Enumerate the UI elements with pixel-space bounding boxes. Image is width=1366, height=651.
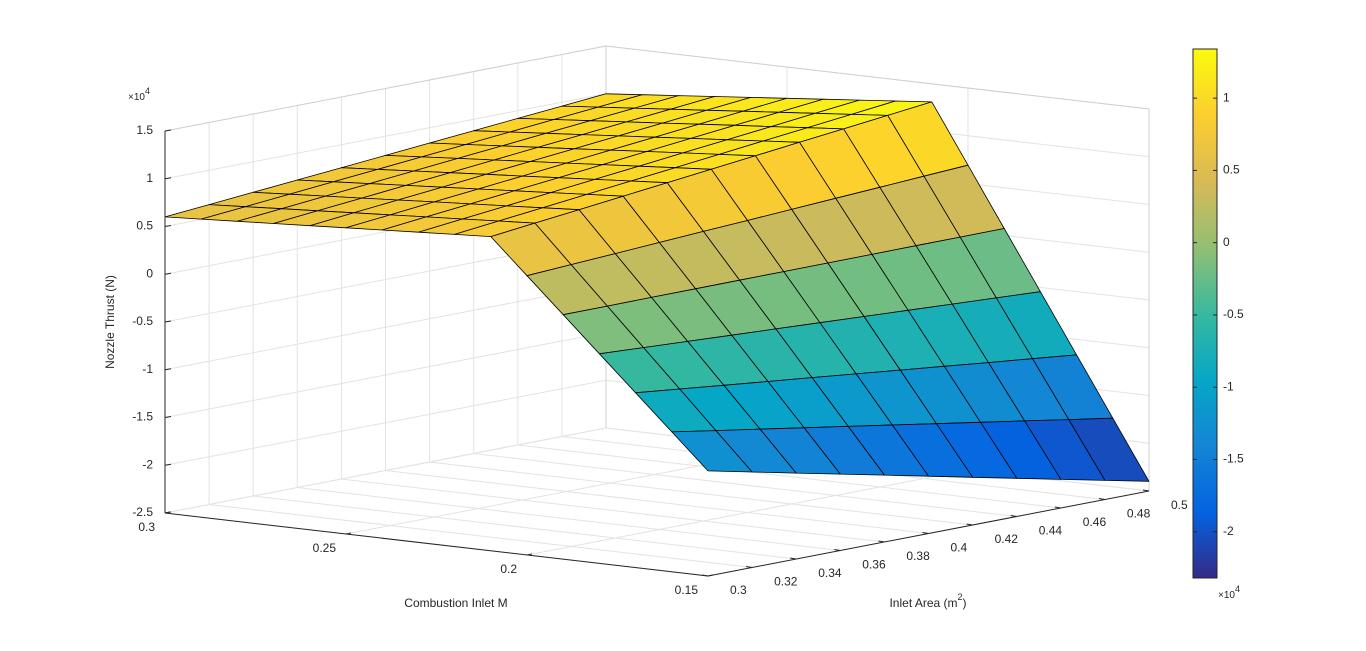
tick-mark — [164, 511, 171, 514]
grid-line — [164, 379, 607, 466]
y-tick-label: 0.5 — [1171, 498, 1188, 512]
x-axis — [164, 512, 709, 577]
z-tick-label: -1.5 — [132, 410, 153, 424]
tick-mark — [526, 553, 533, 556]
tick-mark — [1010, 515, 1017, 517]
grid-line — [341, 478, 885, 543]
y-axis-title-sup: 2 — [958, 592, 963, 602]
grid-line — [164, 93, 607, 180]
grid-line — [253, 495, 797, 560]
grid-line — [517, 444, 1061, 509]
y-tick-label: 0.3 — [730, 583, 747, 597]
z-tick-label: 1.5 — [136, 123, 153, 137]
box-edge — [605, 45, 1150, 110]
tick-mark — [164, 416, 172, 418]
grid-line — [164, 284, 607, 371]
grid-line — [209, 504, 753, 568]
tick-mark — [966, 523, 973, 526]
colorbar-tick-label: -0.5 — [1223, 307, 1244, 321]
y-axis-title-text: Inlet Area (m — [889, 596, 957, 610]
grid-line — [473, 453, 1017, 517]
z-tick-label: 1 — [146, 171, 153, 185]
z-tick-label: 0.5 — [136, 219, 153, 233]
tick-mark — [746, 566, 753, 568]
tick-mark — [922, 532, 929, 534]
z-exponent: ×104 — [128, 86, 150, 102]
colorbar-exponent: ×104 — [1218, 584, 1240, 600]
colorbar-exponent-base: ×10 — [1218, 590, 1235, 601]
y-tick-label: 0.36 — [862, 558, 886, 572]
tick-mark — [164, 463, 172, 466]
z-tick-label: -0.5 — [132, 314, 153, 328]
y-tick-label: 0.48 — [1127, 507, 1151, 521]
x-tick-label: 0.2 — [500, 562, 517, 576]
z-tick-label: 0 — [146, 266, 153, 280]
tick-mark — [1142, 489, 1150, 492]
tick-mark — [164, 368, 172, 371]
y-axis-title: Inlet Area (m2) — [889, 592, 966, 610]
y-tick-label: 0.4 — [951, 541, 968, 555]
z-exponent-power: 4 — [145, 86, 150, 96]
tick-mark — [164, 225, 172, 227]
tick-mark — [878, 540, 885, 543]
colorbar-tick-label: -2 — [1223, 524, 1234, 538]
x-tick-label: 0.3 — [138, 520, 155, 534]
tick-mark — [164, 129, 172, 132]
colorbar: -2 -1.5 -1 -0.5 0 0.5 1 ×104 — [1192, 48, 1244, 601]
grid-line — [429, 461, 973, 526]
tick-mark — [834, 549, 841, 551]
colorbar-tick-label: 1 — [1223, 90, 1230, 104]
colorbar-tick-label: -1 — [1223, 379, 1234, 393]
colorbar-tick-label: 0.5 — [1223, 163, 1240, 177]
axes: -2.5 -2 -1.5 -1 -0.5 0 0.5 1 1.5 0.15 0.2 0.25 0.3 0.… — [103, 86, 1188, 610]
colorbar-tick-label: 0 — [1223, 235, 1230, 249]
z-axis-title: Nozzle Thrust (N) — [103, 275, 117, 369]
colorbar-scale — [1192, 48, 1218, 579]
grid-line — [164, 427, 607, 514]
y-axis-title-end: ) — [963, 596, 967, 610]
z-exponent-base: ×10 — [128, 92, 145, 103]
tick-mark — [164, 177, 172, 180]
tick-mark — [164, 320, 172, 323]
box-edge — [164, 45, 607, 132]
colorbar-tick-label: -1.5 — [1223, 452, 1244, 466]
tick-mark — [790, 557, 797, 560]
tick-mark — [345, 532, 352, 535]
z-tick-label: -2 — [142, 457, 153, 471]
y-tick-label: 0.38 — [906, 549, 930, 563]
tick-mark — [1054, 506, 1061, 509]
x-tick-label: 0.25 — [313, 541, 337, 555]
tick-mark — [1098, 498, 1105, 500]
y-tick-label: 0.42 — [995, 532, 1019, 546]
colorbar-exponent-power: 4 — [1235, 584, 1240, 594]
surface — [164, 93, 1150, 482]
tick-mark — [701, 574, 709, 577]
grid-line — [164, 332, 607, 418]
z-tick-label: -2.5 — [132, 505, 153, 519]
tick-mark — [707, 574, 714, 577]
y-tick-label: 0.46 — [1083, 515, 1107, 529]
x-tick-label: 0.15 — [675, 583, 699, 597]
z-tick-label: -1 — [142, 362, 153, 376]
y-tick-label: 0.44 — [1039, 524, 1063, 538]
x-axis-title: Combustion Inlet M — [404, 596, 507, 610]
grid-line — [385, 470, 929, 534]
tick-mark — [164, 272, 172, 275]
grid-line — [297, 487, 841, 551]
surface-face — [671, 430, 753, 473]
y-tick-label: 0.32 — [774, 575, 798, 589]
y-tick-label: 0.34 — [818, 566, 842, 580]
